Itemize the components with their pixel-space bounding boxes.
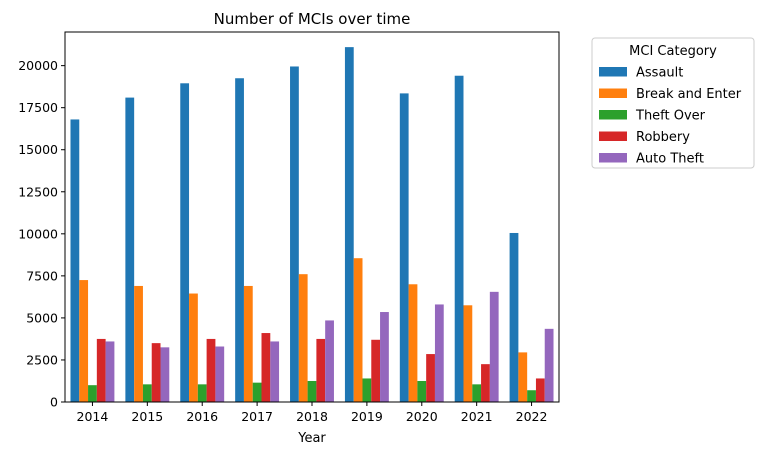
legend-swatch-theft-over	[599, 110, 627, 120]
x-tick-label: 2017	[241, 409, 273, 424]
x-tick-label: 2020	[406, 409, 438, 424]
bar-assault-2017	[235, 78, 244, 402]
bar-break-and-enter-2018	[298, 274, 308, 402]
bar-robbery-2021	[481, 364, 490, 402]
x-tick-label: 2015	[131, 409, 163, 424]
bar-break-and-enter-2021	[463, 305, 473, 402]
bar-robbery-2015	[151, 343, 161, 402]
bar-auto-theft-2016	[215, 346, 225, 402]
axes-layer: 0 2500 5000 7500 10000 12500 15000 17500 20000 20…	[18, 31, 560, 424]
bar-auto-theft-2014	[105, 341, 115, 402]
bar-break-and-enter-2014	[79, 280, 89, 402]
bar-break-and-enter-2019	[353, 258, 363, 402]
bar-auto-theft-2018	[325, 320, 334, 402]
legend-swatch-robbery	[599, 131, 627, 141]
bar-robbery-2016	[206, 338, 216, 402]
bar-auto-theft-2020	[434, 304, 444, 402]
bar-theft-over-2016	[197, 384, 207, 402]
y-tick-label: 0	[50, 395, 58, 410]
bar-theft-over-2019	[362, 378, 372, 402]
bar-theft-over-2015	[142, 384, 152, 402]
bar-robbery-2019	[371, 339, 381, 402]
x-tick-label: 2014	[77, 409, 109, 424]
bar-theft-over-2018	[307, 380, 317, 402]
legend-label-theft-over: Theft Over	[635, 109, 706, 124]
bar-theft-over-2021	[472, 384, 482, 402]
bar-auto-theft-2021	[489, 291, 499, 402]
bar-robbery-2014	[96, 338, 106, 402]
bar-break-and-enter-2020	[408, 284, 418, 402]
bar-assault-2014	[70, 119, 80, 403]
y-tick-label: 20000	[18, 58, 58, 73]
bar-break-and-enter-2022	[518, 352, 528, 402]
bar-assault-2015	[125, 97, 135, 402]
y-tick-label: 12500	[18, 184, 58, 199]
legend-label-robbery: Robbery	[636, 130, 690, 145]
bar-break-and-enter-2016	[189, 293, 198, 402]
y-tick-label: 10000	[18, 226, 58, 241]
bar-assault-2018	[290, 66, 299, 403]
legend-label-auto-theft: Auto Theft	[636, 152, 704, 167]
legend-title: MCI Category	[629, 44, 717, 59]
bar-assault-2019	[344, 47, 354, 403]
bar-break-and-enter-2015	[134, 285, 143, 402]
bar-theft-over-2022	[527, 390, 536, 402]
x-tick-label: 2018	[296, 409, 328, 424]
legend-swatch-assault	[599, 67, 627, 77]
bar-assault-2022	[509, 232, 519, 402]
chart-title: Number of MCIs over time	[214, 10, 411, 28]
legend: MCI Category Assault Break and Enter Theft …	[591, 37, 755, 169]
bar-robbery-2022	[535, 378, 545, 402]
legend-label-assault: Assault	[636, 66, 683, 81]
bar-robbery-2018	[316, 338, 326, 402]
bar-assault-2016	[180, 83, 190, 402]
legend-swatch-auto-theft	[599, 153, 627, 163]
legend-label-break-and-enter: Break and Enter	[636, 87, 742, 102]
x-tick-label: 2016	[186, 409, 218, 424]
legend-box	[591, 37, 755, 169]
y-tick-label: 17500	[18, 100, 58, 115]
bar-robbery-2017	[261, 333, 271, 402]
bar-theft-over-2014	[88, 385, 97, 402]
legend-swatch-break-and-enter	[599, 88, 627, 98]
y-tick-label: 5000	[26, 310, 58, 325]
bar-auto-theft-2015	[160, 347, 170, 402]
x-axis-label: Year	[297, 431, 326, 446]
bar-theft-over-2017	[252, 382, 262, 402]
bar-auto-theft-2022	[544, 328, 554, 402]
bar-auto-theft-2019	[380, 312, 389, 402]
bar-robbery-2020	[426, 354, 435, 402]
y-tick-label: 15000	[18, 142, 58, 157]
bar-assault-2021	[454, 75, 464, 403]
bars-layer	[70, 47, 554, 403]
bar-auto-theft-2017	[270, 341, 280, 402]
y-tick-label: 2500	[26, 352, 58, 367]
bar-assault-2020	[399, 93, 409, 403]
bar-theft-over-2020	[417, 380, 427, 402]
y-tick-label: 7500	[26, 268, 58, 283]
bar-break-and-enter-2017	[243, 285, 253, 402]
x-tick-label: 2019	[351, 409, 383, 424]
x-tick-label: 2022	[516, 409, 548, 424]
x-tick-label: 2021	[461, 409, 493, 424]
